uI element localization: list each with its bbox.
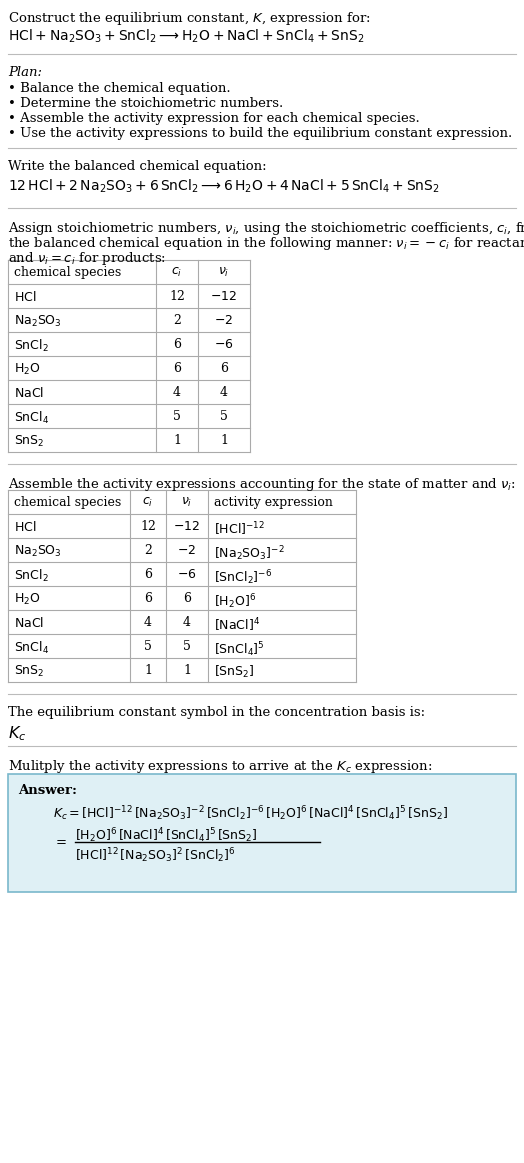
Text: 1: 1 (144, 664, 152, 677)
Text: Mulitply the activity expressions to arrive at the $K_c$ expression:: Mulitply the activity expressions to arr… (8, 758, 432, 775)
Text: $\mathrm{SnS_2}$: $\mathrm{SnS_2}$ (14, 434, 45, 449)
Text: 4: 4 (173, 386, 181, 399)
Text: $\mathrm{NaCl}$: $\mathrm{NaCl}$ (14, 386, 44, 400)
Text: 6: 6 (183, 592, 191, 605)
Text: Construct the equilibrium constant, $K$, expression for:: Construct the equilibrium constant, $K$,… (8, 10, 370, 27)
Text: $\mathrm{NaCl}$: $\mathrm{NaCl}$ (14, 616, 44, 630)
Text: $c_i$: $c_i$ (143, 495, 154, 509)
Text: Write the balanced chemical equation:: Write the balanced chemical equation: (8, 160, 267, 173)
Text: $[\mathrm{SnCl_4}]^{5}$: $[\mathrm{SnCl_4}]^{5}$ (214, 640, 265, 658)
Text: $[\mathrm{H_2O}]^{6}$: $[\mathrm{H_2O}]^{6}$ (214, 592, 256, 611)
Text: 2: 2 (173, 314, 181, 327)
Text: 6: 6 (144, 592, 152, 605)
Text: $\mathrm{SnCl_2}$: $\mathrm{SnCl_2}$ (14, 568, 49, 584)
Text: • Balance the chemical equation.: • Balance the chemical equation. (8, 83, 231, 95)
Text: $-6$: $-6$ (214, 338, 234, 351)
Text: $\nu_i$: $\nu_i$ (219, 266, 230, 279)
Text: 1: 1 (183, 664, 191, 677)
Text: $[\mathrm{Na_2SO_3}]^{-2}$: $[\mathrm{Na_2SO_3}]^{-2}$ (214, 544, 285, 563)
Text: $\nu_i$: $\nu_i$ (181, 495, 193, 509)
Text: $\mathrm{HCl}$: $\mathrm{HCl}$ (14, 520, 37, 534)
Text: 4: 4 (183, 616, 191, 629)
Text: $\mathrm{HCl}$: $\mathrm{HCl}$ (14, 290, 37, 304)
Text: $-2$: $-2$ (178, 544, 196, 557)
Text: $[\mathrm{H_2O}]^{6}\,[\mathrm{NaCl}]^{4}\,[\mathrm{SnCl_4}]^{5}\,[\mathrm{SnS_2: $[\mathrm{H_2O}]^{6}\,[\mathrm{NaCl}]^{4… (75, 826, 258, 844)
Text: $\mathrm{12\,HCl + 2\,Na_2SO_3 + 6\,SnCl_2 \longrightarrow 6\,H_2O + 4\,NaCl + 5: $\mathrm{12\,HCl + 2\,Na_2SO_3 + 6\,SnCl… (8, 178, 440, 195)
Text: $[\mathrm{SnCl_2}]^{-6}$: $[\mathrm{SnCl_2}]^{-6}$ (214, 568, 272, 586)
Text: $\mathrm{Na_2SO_3}$: $\mathrm{Na_2SO_3}$ (14, 314, 62, 329)
Text: $K_c$: $K_c$ (8, 725, 26, 743)
Text: 5: 5 (183, 640, 191, 652)
Text: • Determine the stoichiometric numbers.: • Determine the stoichiometric numbers. (8, 97, 283, 110)
Text: 12: 12 (140, 520, 156, 533)
Text: $K_c = [\mathrm{HCl}]^{-12}\,[\mathrm{Na_2SO_3}]^{-2}\,[\mathrm{SnCl_2}]^{-6}\,[: $K_c = [\mathrm{HCl}]^{-12}\,[\mathrm{Na… (53, 804, 448, 822)
Text: Answer:: Answer: (18, 784, 77, 797)
Text: $[\mathrm{SnS_2}]$: $[\mathrm{SnS_2}]$ (214, 664, 255, 680)
Text: • Use the activity expressions to build the equilibrium constant expression.: • Use the activity expressions to build … (8, 127, 512, 140)
Text: $[\mathrm{HCl}]^{12}\,[\mathrm{Na_2SO_3}]^{2}\,[\mathrm{SnCl_2}]^{6}$: $[\mathrm{HCl}]^{12}\,[\mathrm{Na_2SO_3}… (75, 846, 236, 865)
Text: 1: 1 (173, 434, 181, 447)
Text: $\mathrm{H_2O}$: $\mathrm{H_2O}$ (14, 592, 40, 607)
FancyBboxPatch shape (8, 775, 516, 892)
Text: 5: 5 (220, 411, 228, 423)
Text: 6: 6 (144, 568, 152, 582)
Text: $\mathrm{SnCl_4}$: $\mathrm{SnCl_4}$ (14, 640, 49, 656)
Text: $\mathrm{SnCl_2}$: $\mathrm{SnCl_2}$ (14, 338, 49, 354)
Text: 12: 12 (169, 290, 185, 304)
Text: $[\mathrm{NaCl}]^{4}$: $[\mathrm{NaCl}]^{4}$ (214, 616, 260, 634)
Text: $\mathrm{HCl + Na_2SO_3 + SnCl_2 \longrightarrow H_2O + NaCl + SnCl_4 + SnS_2}$: $\mathrm{HCl + Na_2SO_3 + SnCl_2 \longri… (8, 28, 365, 45)
Text: Plan:: Plan: (8, 66, 42, 79)
Text: $-2$: $-2$ (214, 314, 234, 327)
Text: $-12$: $-12$ (211, 290, 237, 304)
Text: Assemble the activity expressions accounting for the state of matter and $\nu_i$: Assemble the activity expressions accoun… (8, 476, 516, 493)
Text: chemical species: chemical species (14, 495, 121, 509)
Text: 6: 6 (173, 338, 181, 351)
Text: $c_i$: $c_i$ (171, 266, 183, 279)
Text: $\mathrm{SnCl_4}$: $\mathrm{SnCl_4}$ (14, 411, 49, 426)
Text: $\mathrm{H_2O}$: $\mathrm{H_2O}$ (14, 362, 40, 377)
Text: $\mathrm{Na_2SO_3}$: $\mathrm{Na_2SO_3}$ (14, 544, 62, 559)
Text: 5: 5 (173, 411, 181, 423)
Text: 5: 5 (144, 640, 152, 652)
Text: $-12$: $-12$ (173, 520, 201, 533)
Text: $=$: $=$ (53, 834, 67, 847)
Text: $[\mathrm{HCl}]^{-12}$: $[\mathrm{HCl}]^{-12}$ (214, 520, 265, 537)
Text: the balanced chemical equation in the following manner: $\nu_i = -c_i$ for react: the balanced chemical equation in the fo… (8, 235, 524, 252)
Text: 1: 1 (220, 434, 228, 447)
Text: $-6$: $-6$ (177, 568, 197, 582)
Text: 6: 6 (173, 362, 181, 374)
Text: 6: 6 (220, 362, 228, 374)
Text: $\mathrm{SnS_2}$: $\mathrm{SnS_2}$ (14, 664, 45, 679)
Text: • Assemble the activity expression for each chemical species.: • Assemble the activity expression for e… (8, 112, 420, 124)
Text: activity expression: activity expression (214, 495, 333, 509)
Text: 4: 4 (144, 616, 152, 629)
Text: and $\nu_i = c_i$ for products:: and $\nu_i = c_i$ for products: (8, 250, 166, 267)
Text: 2: 2 (144, 544, 152, 557)
Text: chemical species: chemical species (14, 266, 121, 279)
Text: The equilibrium constant symbol in the concentration basis is:: The equilibrium constant symbol in the c… (8, 706, 425, 719)
Text: Assign stoichiometric numbers, $\nu_i$, using the stoichiometric coefficients, $: Assign stoichiometric numbers, $\nu_i$, … (8, 220, 524, 237)
Text: 4: 4 (220, 386, 228, 399)
